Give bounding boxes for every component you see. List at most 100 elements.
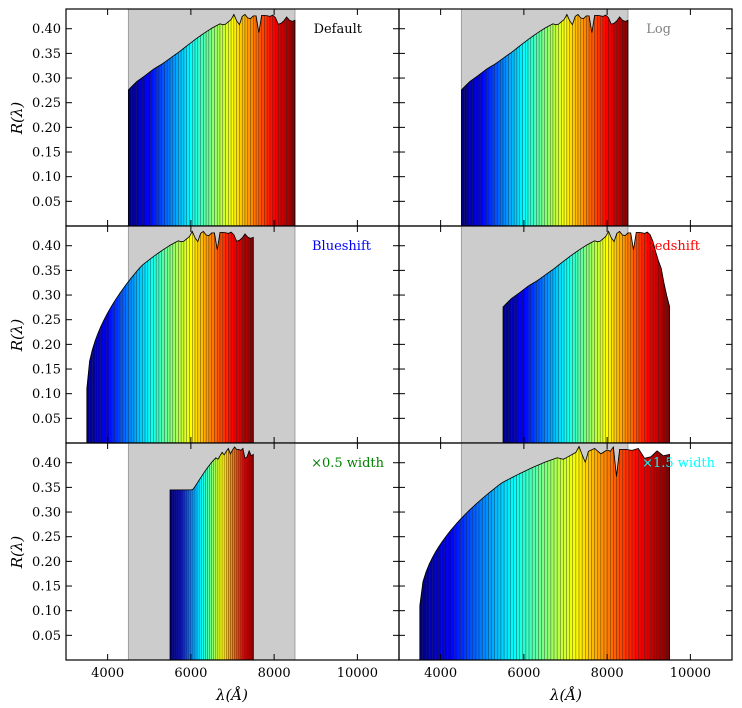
- curve-slice: [200, 230, 204, 443]
- curve-slice: [472, 503, 477, 660]
- curve-slice: [258, 15, 262, 226]
- curve-outline: [419, 445, 670, 660]
- y-tick-label: 0.05: [32, 195, 61, 210]
- curve-slice: [619, 449, 623, 660]
- curve-slice: [594, 240, 598, 443]
- curve-slice: [222, 232, 226, 443]
- curve-slice: [153, 254, 157, 443]
- curve-slice: [613, 446, 617, 660]
- y-axis-label: R(λ): [8, 319, 26, 353]
- curve-slice: [547, 24, 551, 226]
- curve-slice: [472, 77, 476, 226]
- curve-slice: [569, 20, 573, 226]
- curve-slice: [205, 29, 210, 226]
- curve-slice: [597, 15, 601, 226]
- curve-slice: [638, 447, 642, 660]
- curve-slice: [213, 457, 217, 660]
- curve-slice: [291, 19, 296, 226]
- curve-slice: [616, 16, 620, 226]
- curve-slice: [238, 449, 242, 660]
- panel: Log: [398, 8, 733, 227]
- curve-slice: [428, 557, 433, 660]
- curve-slice: [190, 489, 194, 660]
- curve-slice: [580, 17, 584, 226]
- curve-slice: [552, 266, 557, 443]
- curve-slice: [233, 14, 237, 226]
- curve-slice: [624, 232, 629, 443]
- curve-slice: [583, 15, 587, 226]
- curve-slice: [660, 268, 665, 443]
- curve-outline: [169, 446, 254, 660]
- curve-slice: [550, 458, 555, 660]
- curve-slice: [522, 41, 526, 226]
- y-tick-label: 0.35: [32, 47, 61, 62]
- curve-slice: [549, 23, 554, 226]
- curve-slice: [647, 456, 652, 660]
- curve-slice: [261, 15, 265, 226]
- curve-slice: [552, 23, 557, 226]
- panel-label: Redshift: [645, 239, 701, 254]
- curve-slice: [158, 63, 162, 226]
- curve-slice: [219, 232, 224, 443]
- x-tick-label: 10000: [670, 666, 711, 681]
- curve-slice: [219, 23, 224, 226]
- curve-slice: [558, 262, 562, 443]
- curve-slice: [644, 457, 648, 660]
- curve-slice: [622, 449, 627, 660]
- curve-slice: [167, 244, 171, 443]
- curve-slice: [580, 246, 584, 443]
- panels-group: 0.05 0.10 0.15 0.20 0.25 0.30 0.35 0.40 Default L…: [32, 8, 733, 681]
- curve-slice: [188, 489, 192, 660]
- curve-slice: [569, 453, 574, 660]
- curve-slice: [205, 234, 210, 443]
- curve-slice: [638, 232, 643, 443]
- curve-outline: [461, 13, 629, 226]
- curve-slice: [119, 288, 124, 443]
- curve-slice: [636, 232, 640, 443]
- curve-slice: [578, 446, 583, 660]
- curve-slice: [269, 14, 273, 226]
- y-tick-label: 0.25: [32, 313, 61, 328]
- curve-slice: [561, 260, 565, 443]
- curve-slice: [500, 481, 505, 660]
- curve-slice: [469, 79, 473, 226]
- curve-slice: [219, 451, 223, 660]
- panel-label: ×0.5 width: [311, 456, 385, 471]
- curve-slice: [444, 533, 449, 660]
- curve-slice: [221, 451, 225, 660]
- curve-slice: [519, 471, 524, 660]
- curve-slice: [142, 75, 146, 226]
- curve-slice: [594, 447, 599, 660]
- curve-slice: [599, 238, 604, 443]
- curve-slice: [242, 448, 246, 660]
- curve-slice: [502, 303, 507, 443]
- curve-slice: [283, 16, 287, 226]
- panel-frame: [398, 442, 733, 661]
- y-tick-label: 0.25: [32, 530, 61, 545]
- curve-slice: [525, 468, 530, 660]
- y-tick-label: 0.10: [32, 604, 61, 619]
- y-axis-label: R(λ): [8, 102, 26, 136]
- curve-slice: [480, 70, 484, 226]
- curve-slice: [586, 243, 590, 443]
- curve-slice: [432, 552, 436, 660]
- curve-slice: [505, 300, 509, 443]
- curve-outline: [502, 230, 670, 443]
- curve-slice: [663, 283, 668, 443]
- curve-slice: [105, 310, 110, 443]
- curve-slice: [652, 241, 656, 443]
- curve-slice: [522, 287, 526, 443]
- curve-slice: [581, 454, 586, 660]
- panel-label: Log: [646, 22, 671, 37]
- curve-slice: [666, 454, 670, 660]
- curve-slice: [577, 13, 582, 226]
- curve-slice: [211, 232, 215, 443]
- curve-slice: [572, 252, 576, 443]
- y-tick-label: 0.35: [32, 264, 61, 279]
- curve-slice: [641, 452, 645, 660]
- curve-slice: [211, 459, 215, 660]
- curve-slice: [516, 45, 520, 226]
- curve-slice: [130, 273, 135, 443]
- panel: 0.05 0.10 0.15 0.20 0.25 0.30 0.35 0.40 4000 6000…: [32, 442, 400, 681]
- curve-slice: [422, 571, 427, 660]
